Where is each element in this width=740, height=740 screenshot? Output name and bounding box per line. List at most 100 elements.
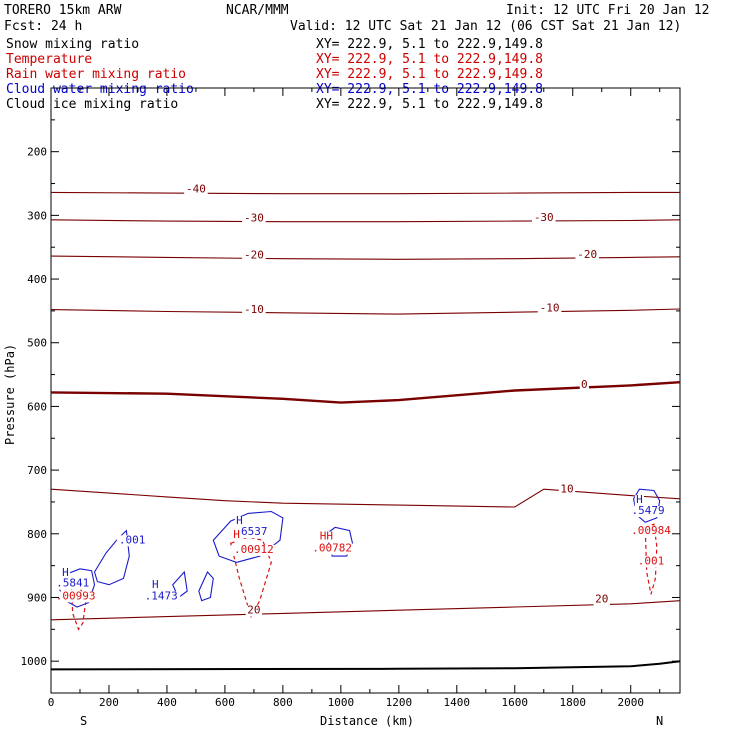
label-bg (309, 543, 355, 555)
x-tick-label: 600 (215, 696, 235, 709)
x-tick-label: 0 (48, 696, 55, 709)
x-tick-label: 1600 (502, 696, 529, 709)
y-tick-label: 300 (27, 209, 47, 222)
isotherm-label: -40 (186, 182, 206, 195)
isotherm-label: -10 (244, 303, 264, 316)
y-tick-label: 600 (27, 400, 47, 413)
label-bg (575, 250, 600, 262)
isotherm-label: -20 (577, 248, 597, 261)
cloud-water-label: H (62, 566, 69, 579)
label-bg (142, 591, 181, 603)
y-tick-label: 800 (27, 528, 47, 541)
label-bg (232, 527, 271, 539)
label-bg (537, 303, 562, 315)
label-bg (231, 544, 277, 556)
y-tick-label: 400 (27, 273, 47, 286)
x-tick-label: 2000 (617, 696, 644, 709)
isotherm-label: -10 (540, 302, 560, 315)
ground-surface-line (50, 660, 681, 671)
cloud-water-label: H (152, 578, 159, 591)
field-rain: Rain water mixing ratio (6, 67, 186, 82)
y-tick-label: 200 (27, 146, 47, 159)
rain-water-contour (644, 523, 658, 595)
rain-water-contour (70, 580, 87, 631)
isotherm-layer (50, 191, 681, 621)
y-axis-title: Pressure (hPa) (3, 344, 17, 445)
isotherm-label: 20 (247, 603, 260, 616)
header-org: NCAR/MMM (226, 3, 289, 18)
label-bg (116, 535, 148, 547)
rain-water-label: .00912 (234, 543, 274, 556)
axes-layer: 0 200 400 600 800 1000 1200 1400 1600 1800 2000200… (21, 88, 680, 709)
y-tick-label: 900 (27, 591, 47, 604)
x-tick-label: 1200 (386, 696, 413, 709)
label-bg (150, 579, 160, 591)
label-bg (242, 250, 266, 262)
header-model: TORERO 15km ARW (4, 3, 122, 18)
cloud-water-contour (325, 526, 354, 557)
x-end-label-south: S (80, 714, 87, 728)
isotherm--40 (50, 191, 680, 195)
label-bg (53, 578, 92, 590)
field-cloud-ice: Cloud ice mixing ratio (6, 97, 178, 112)
label-bg (593, 594, 610, 606)
rain-water-label: .00984 (631, 524, 671, 537)
label-bg (60, 567, 71, 579)
isotherm-label: 10 (560, 482, 573, 495)
header-fcst: Fcst: 24 h (4, 19, 82, 34)
field-snow-xy: XY= 222.9, 5.1 to 222.9,149.8 (316, 37, 543, 52)
x-axis-title: Distance (km) (320, 714, 414, 728)
header-valid: Valid: 12 UTC Sat 21 Jan 12 (06 CST Sat … (290, 19, 681, 34)
field-cloud-water-xy: XY= 222.9, 5.1 to 222.9,149.8 (316, 82, 543, 97)
y-tick-label: 700 (27, 464, 47, 477)
isotherm-10 (50, 488, 681, 508)
rain-water-label: .00993 (56, 589, 96, 602)
field-rain-xy: XY= 222.9, 5.1 to 222.9,149.8 (316, 67, 543, 82)
label-bg (531, 213, 556, 225)
cloud-water-label: H (636, 493, 643, 506)
x-tick-label: 200 (99, 696, 119, 709)
rain-water-label: .00782 (312, 542, 352, 555)
rain-water-contour (229, 536, 272, 619)
cloud-water-label: .5841 (56, 577, 89, 590)
x-end-label-north: N (656, 714, 663, 728)
isotherm-label: 0 (581, 378, 588, 391)
isotherm-0 (50, 381, 681, 404)
label-bg (629, 506, 668, 518)
label-bg (242, 213, 266, 225)
rain-water-label: HH (320, 530, 333, 543)
field-cloud-ice-xy: XY= 222.9, 5.1 to 222.9,149.8 (316, 97, 543, 112)
cloud-water-contour (93, 529, 130, 586)
isotherm--20 (50, 255, 681, 260)
label-bg (579, 379, 589, 391)
cloud-water-contour (59, 568, 96, 608)
ground-layer (50, 660, 681, 671)
contour-label-layer: -40-30 -30-20 -20-10 -100102020H.5841.001H.… (53, 182, 674, 617)
cloud-water-label: .5479 (632, 504, 665, 517)
label-bg (318, 531, 335, 543)
cloud-water-label: H (236, 514, 243, 527)
label-bg (628, 525, 674, 537)
label-bg (245, 605, 263, 617)
y-tick-label: 500 (27, 337, 47, 350)
cloud-water-label: .6537 (234, 525, 267, 538)
field-temperature-xy: XY= 222.9, 5.1 to 222.9,149.8 (316, 52, 543, 67)
isotherm-label: 20 (595, 593, 608, 606)
x-tick-label: 1400 (444, 696, 471, 709)
label-bg (635, 556, 667, 568)
isotherm-20 (50, 600, 681, 621)
label-bg (231, 530, 242, 542)
isotherm--10 (50, 308, 681, 315)
x-tick-label: 400 (157, 696, 177, 709)
field-cloud-water: Cloud water mixing ratio (6, 82, 194, 97)
header-init: Init: 12 UTC Fri 20 Jan 12 (506, 3, 710, 18)
rain-water-layer (70, 523, 658, 631)
label-bg (558, 484, 576, 496)
isotherm-label: -30 (244, 212, 264, 225)
cloud-water-label: .1473 (145, 589, 178, 602)
label-bg (53, 591, 99, 603)
x-tick-label: 1800 (560, 696, 587, 709)
label-bg (242, 304, 266, 316)
label-bg (234, 516, 245, 528)
x-tick-label: 1000 (328, 696, 355, 709)
